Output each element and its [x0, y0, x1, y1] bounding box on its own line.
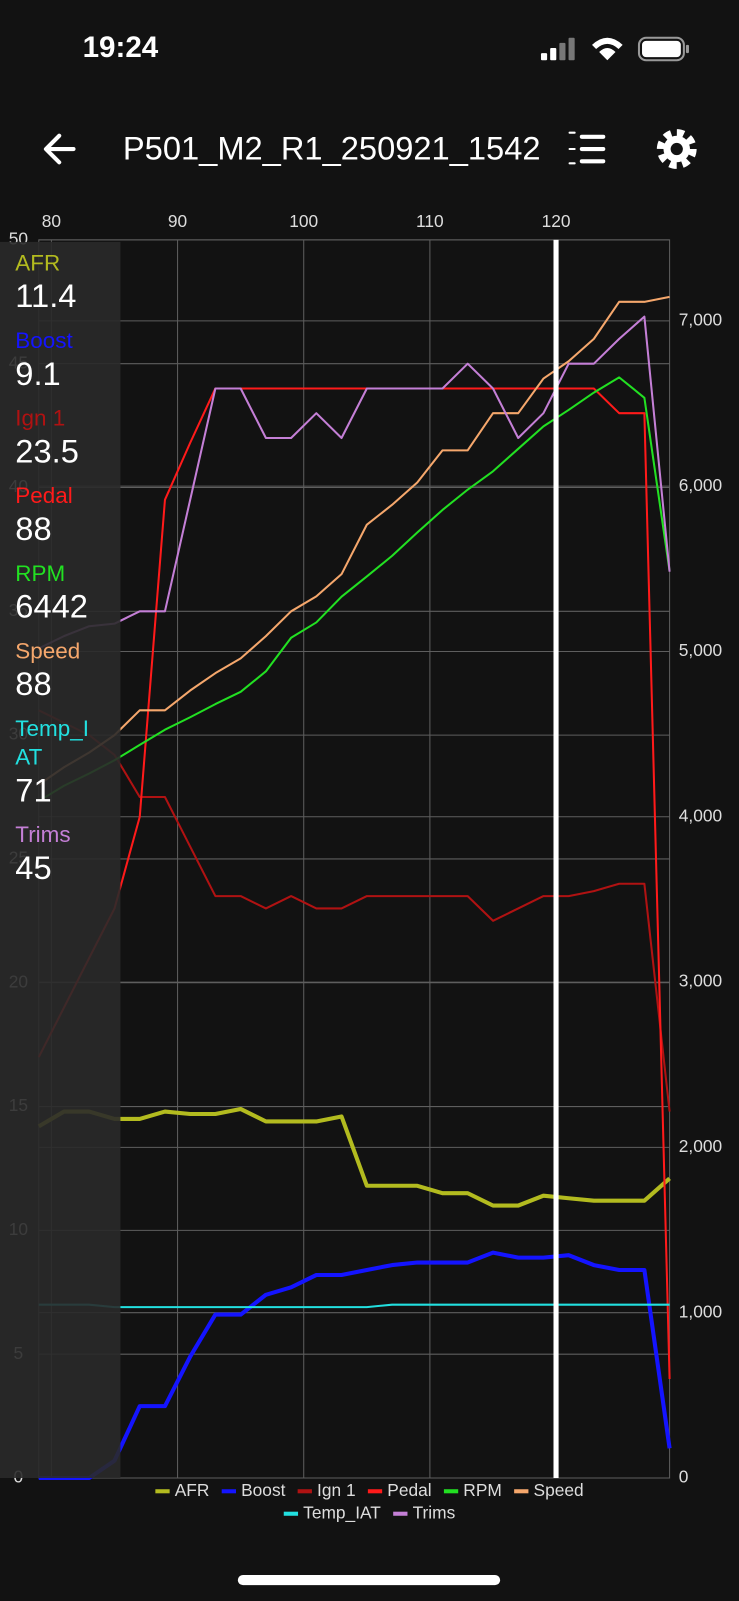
legend-label: Boost [241, 1480, 286, 1500]
y2-tick-label: 5,000 [679, 640, 722, 660]
legend-item: Ign 1 [297, 1480, 356, 1500]
series-line [38, 1250, 672, 1481]
cursor-readout: AFR 11.4 Boost 9.1 Ign 1 23.5 Pedal 88 RPM 6442 Sp… [0, 241, 121, 1479]
y2-tick-label: 4,000 [679, 805, 722, 825]
readout-label: Boost [15, 327, 73, 354]
legend-label: Speed [534, 1480, 584, 1500]
legend-item: Boost [221, 1480, 286, 1500]
readout-label: AFR [15, 250, 61, 276]
legend-item: Trims [393, 1502, 456, 1522]
y2-tick-label: 6,000 [679, 475, 722, 495]
list-button[interactable] [568, 131, 606, 165]
status-icons [540, 36, 689, 62]
legend-label: RPM [463, 1480, 502, 1500]
series-line [38, 1303, 670, 1309]
series-line [38, 376, 671, 802]
y2-tick-label: 7,000 [679, 309, 722, 329]
x-tick-label: 120 [542, 211, 571, 231]
legend-item: Speed [514, 1480, 584, 1500]
legend-label: Temp_IAT [303, 1502, 381, 1522]
x-tick-label: 100 [289, 211, 318, 231]
legend-item: AFR [155, 1480, 209, 1500]
readout-label: Pedal [15, 482, 73, 509]
series-line [37, 387, 671, 1380]
y2-tick-label: 3,000 [679, 971, 722, 991]
readout-value: 11.4 [15, 277, 77, 315]
readout-label: Speed [15, 637, 81, 664]
readout-value: 23.5 [15, 432, 79, 470]
legend-label: AFR [175, 1480, 210, 1500]
plot-area: 0510152025303540455001,0002,0003,0004,00… [9, 211, 722, 1522]
status-time: 19:24 [83, 31, 159, 64]
x-tick-label: 90 [168, 211, 187, 231]
y2-tick-label: 1,000 [679, 1301, 722, 1321]
readout-label: Ign 1 [15, 405, 66, 431]
y2-tick-label: 0 [679, 1467, 689, 1487]
series-line [38, 295, 670, 786]
legend-item: Pedal [367, 1480, 432, 1500]
legend-item: RPM [443, 1480, 502, 1500]
legend-label: Ign 1 [317, 1480, 356, 1500]
home-indicator [237, 1574, 501, 1586]
header-title: P501_M2_R1_250921_1542 [123, 130, 541, 167]
readout-value: 71 [15, 771, 52, 809]
legend-label: Trims [413, 1502, 456, 1522]
series-line [37, 1106, 671, 1208]
readout-label: Temp_IAT [15, 715, 89, 770]
series-line [38, 315, 671, 650]
back-button[interactable] [43, 133, 76, 165]
settings-button[interactable] [656, 129, 697, 169]
series-line [38, 709, 671, 1112]
readout-value: 6442 [15, 587, 88, 625]
readout-value: 45 [15, 849, 52, 886]
readout-value: 9.1 [15, 355, 61, 392]
legend-item: Temp_IAT [283, 1502, 381, 1522]
readout-value: 88 [15, 665, 52, 703]
x-tick-label: 80 [42, 211, 61, 231]
legend-label: Pedal [387, 1480, 431, 1500]
readout-label: RPM [15, 560, 66, 586]
y2-tick-label: 2,000 [679, 1136, 722, 1156]
readout-label: Trims [15, 821, 71, 848]
readout-value: 88 [15, 510, 52, 548]
x-tick-label: 110 [416, 211, 444, 231]
